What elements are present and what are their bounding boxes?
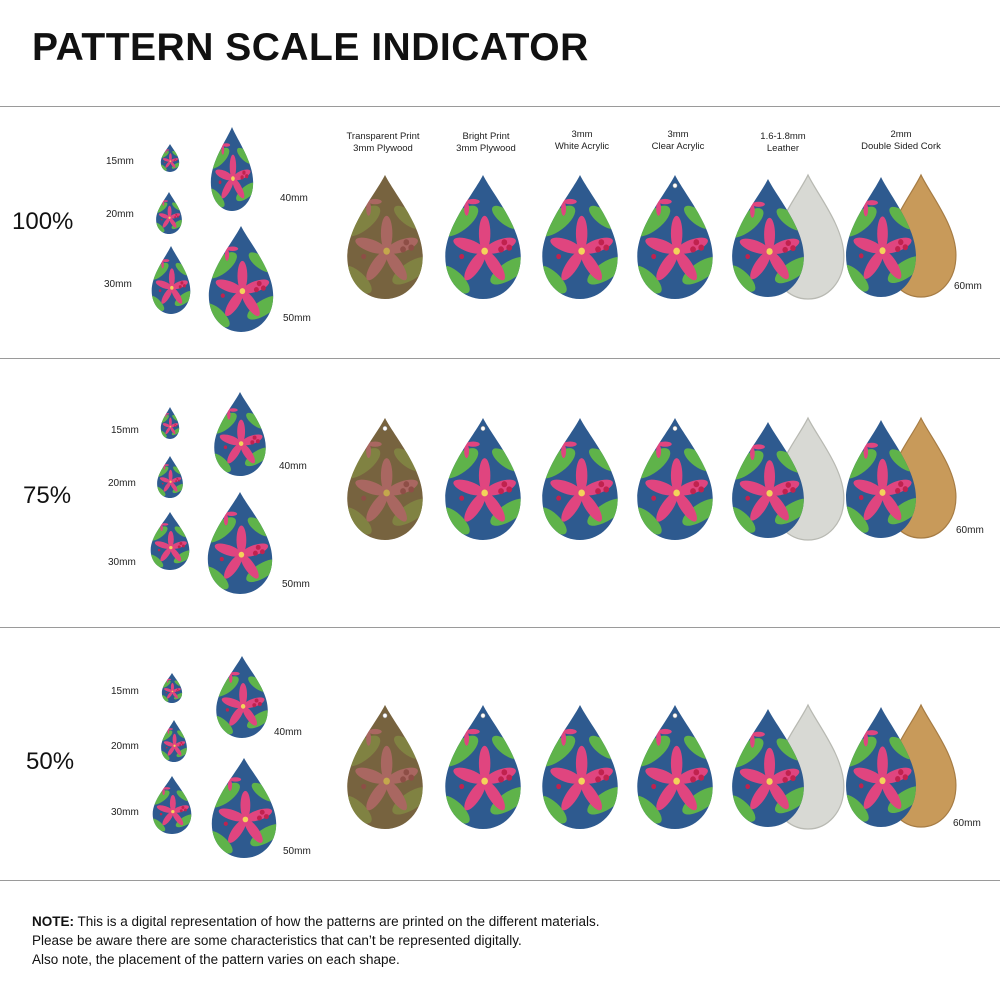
sample-15mm-drop bbox=[160, 144, 180, 172]
scale-label-50: 50% bbox=[26, 748, 75, 775]
disclaimer-note: NOTE: This is a digital representation o… bbox=[32, 912, 600, 969]
sample-leather-front-drop bbox=[732, 422, 804, 538]
sample-bright-plywood-drop bbox=[445, 418, 521, 540]
sample-transparent-plywood-drop bbox=[347, 175, 423, 299]
size-label-30mm: 30mm bbox=[104, 279, 132, 290]
section-divider bbox=[0, 880, 1000, 881]
note-line-3: Also note, the placement of the pattern … bbox=[32, 952, 400, 967]
size-label-20mm: 20mm bbox=[108, 478, 136, 489]
sample-40mm-drop bbox=[216, 656, 268, 738]
sample-50mm-drop bbox=[211, 758, 277, 858]
sample-30mm-drop bbox=[150, 512, 190, 570]
size-label-60mm: 60mm bbox=[953, 818, 981, 829]
sample-transparent-plywood-drop bbox=[347, 705, 423, 829]
section-divider bbox=[0, 627, 1000, 628]
sample-leather-front-drop bbox=[732, 179, 804, 297]
note-line-1: NOTE: This is a digital representation o… bbox=[32, 914, 600, 929]
sample-white-acrylic-drop bbox=[542, 175, 618, 299]
sample-clear-acrylic-drop bbox=[637, 418, 713, 540]
size-label-20mm: 20mm bbox=[106, 209, 134, 220]
size-label-15mm: 15mm bbox=[106, 156, 134, 167]
sample-clear-acrylic-drop bbox=[637, 175, 713, 299]
sample-15mm-drop bbox=[160, 407, 180, 439]
section-divider bbox=[0, 106, 1000, 107]
sample-leather-front-drop bbox=[732, 709, 804, 827]
material-label-white-acrylic: 3mm White Acrylic bbox=[554, 129, 610, 152]
material-label-bright-plywood: Bright Print 3mm Plywood bbox=[456, 131, 516, 154]
sample-cork-front-drop bbox=[846, 420, 916, 538]
size-label-60mm: 60mm bbox=[954, 281, 982, 292]
size-label-40mm: 40mm bbox=[279, 461, 307, 472]
size-label-50mm: 50mm bbox=[282, 579, 310, 590]
sample-clear-acrylic-drop bbox=[637, 705, 713, 829]
sample-40mm-drop bbox=[210, 127, 254, 211]
sample-50mm-drop bbox=[208, 226, 274, 332]
page-title: PATTERN SCALE INDICATOR bbox=[32, 26, 589, 69]
sample-20mm-drop bbox=[156, 192, 182, 234]
size-label-40mm: 40mm bbox=[274, 727, 302, 738]
size-label-15mm: 15mm bbox=[111, 425, 139, 436]
sample-bright-plywood-drop bbox=[445, 175, 521, 299]
material-label-leather: 1.6-1.8mm Leather bbox=[760, 131, 806, 154]
sample-30mm-drop bbox=[152, 776, 192, 834]
size-label-15mm: 15mm bbox=[111, 686, 139, 697]
size-label-50mm: 50mm bbox=[283, 846, 311, 857]
note-line-2: Please be aware there are some character… bbox=[32, 933, 522, 948]
sample-20mm-drop bbox=[161, 720, 187, 762]
sample-bright-plywood-drop bbox=[445, 705, 521, 829]
sample-cork-front-drop bbox=[846, 177, 916, 297]
size-label-60mm: 60mm bbox=[956, 525, 984, 536]
sample-white-acrylic-drop bbox=[542, 418, 618, 540]
size-label-30mm: 30mm bbox=[111, 807, 139, 818]
sample-cork-front-drop bbox=[846, 707, 916, 827]
material-label-clear-acrylic: 3mm Clear Acrylic bbox=[651, 129, 705, 152]
scale-label-75: 75% bbox=[23, 482, 72, 509]
size-label-40mm: 40mm bbox=[280, 193, 308, 204]
sample-30mm-drop bbox=[151, 246, 191, 314]
scale-label-100: 100% bbox=[12, 208, 74, 235]
sample-15mm-drop bbox=[161, 673, 183, 703]
material-label-transparent-plywood: Transparent Print 3mm Plywood bbox=[346, 131, 420, 154]
section-divider bbox=[0, 358, 1000, 359]
size-label-50mm: 50mm bbox=[283, 313, 311, 324]
size-label-30mm: 30mm bbox=[108, 557, 136, 568]
sample-white-acrylic-drop bbox=[542, 705, 618, 829]
sample-50mm-drop bbox=[207, 492, 273, 594]
material-label-cork: 2mm Double Sided Cork bbox=[861, 129, 941, 152]
sample-20mm-drop bbox=[157, 456, 183, 498]
sample-transparent-plywood-drop bbox=[347, 418, 423, 540]
note-label: NOTE: bbox=[32, 914, 74, 929]
size-label-20mm: 20mm bbox=[111, 741, 139, 752]
sample-40mm-drop bbox=[214, 392, 266, 476]
